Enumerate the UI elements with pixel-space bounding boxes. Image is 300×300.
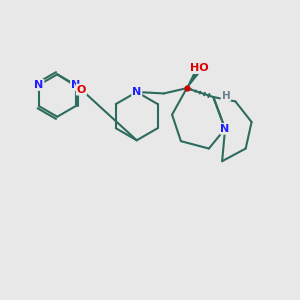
Polygon shape bbox=[187, 69, 200, 88]
Text: HO: HO bbox=[190, 63, 209, 73]
Text: N: N bbox=[220, 124, 230, 134]
Text: H: H bbox=[222, 91, 230, 100]
Text: N: N bbox=[34, 80, 44, 90]
Text: N: N bbox=[71, 80, 80, 90]
Text: O: O bbox=[77, 85, 86, 94]
Text: N: N bbox=[132, 87, 141, 97]
